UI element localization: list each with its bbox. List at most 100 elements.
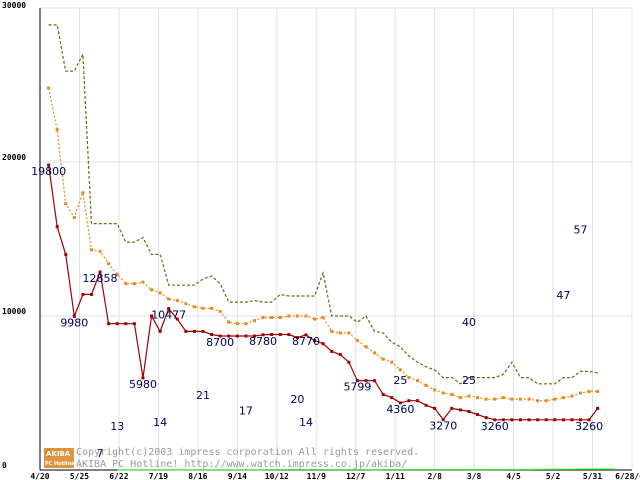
data-point — [313, 339, 317, 343]
data-point — [493, 418, 497, 422]
data-point — [192, 305, 196, 309]
akiba-logo — [44, 448, 74, 468]
data-label: 4360 — [386, 403, 414, 416]
data-point — [98, 270, 102, 274]
data-point — [150, 288, 154, 292]
data-point — [184, 302, 188, 306]
data-point — [141, 376, 145, 380]
data-point — [467, 409, 471, 413]
data-label: 20 — [290, 393, 304, 406]
y-tick-label: 20000 — [2, 153, 26, 162]
data-point — [381, 357, 385, 361]
series-3 — [117, 468, 615, 471]
data-point — [527, 418, 531, 422]
data-point — [330, 349, 334, 353]
data-point — [184, 329, 188, 333]
x-tick-label: 4/20 — [30, 472, 49, 480]
data-point — [270, 332, 274, 336]
data-point — [570, 418, 574, 422]
data-label: 9980 — [60, 316, 88, 329]
data-point — [570, 394, 574, 398]
data-point — [373, 351, 377, 355]
x-tick-label: 8/16 — [188, 472, 207, 480]
data-point — [518, 418, 522, 422]
data-point — [235, 334, 239, 338]
y-tick-label: 10000 — [2, 307, 26, 316]
data-point — [441, 391, 445, 395]
data-point — [158, 329, 162, 333]
logo-text: AKIBA — [46, 450, 71, 458]
chart-grid — [39, 7, 633, 471]
data-point — [227, 320, 231, 324]
data-point — [364, 345, 368, 349]
data-point — [458, 396, 462, 400]
data-label: 3260 — [481, 420, 509, 433]
x-tick-label: 9/14 — [228, 472, 247, 480]
data-point — [115, 272, 119, 276]
data-point — [390, 396, 394, 400]
data-point — [330, 329, 334, 333]
data-point — [536, 399, 540, 403]
data-label: 19800 — [31, 165, 66, 178]
data-point — [450, 406, 454, 410]
url-line: AKIBA PC Hotline! http://www.watch.impre… — [76, 459, 407, 470]
data-point — [458, 408, 462, 412]
data-point — [47, 163, 51, 167]
series-1 — [47, 86, 600, 403]
data-point — [244, 334, 248, 338]
data-point — [347, 331, 351, 335]
data-point — [64, 202, 68, 206]
data-label: 7 — [97, 447, 104, 460]
x-tick-label: 4/5 — [506, 472, 521, 480]
x-tick-label: 11/9 — [307, 472, 326, 480]
data-point — [501, 418, 505, 422]
data-point — [150, 314, 154, 318]
data-point — [398, 401, 402, 405]
data-point — [158, 291, 162, 295]
x-tick-label: 1/11 — [386, 472, 405, 480]
data-point — [553, 397, 557, 401]
data-point — [433, 406, 437, 410]
data-point — [355, 339, 359, 343]
data-point — [373, 379, 377, 383]
data-point — [244, 322, 248, 326]
data-label: 47 — [556, 289, 570, 302]
series-group — [47, 24, 615, 471]
data-point — [596, 406, 600, 410]
data-point — [107, 262, 111, 266]
x-tick-label: 5/2 — [546, 472, 561, 480]
x-tick-label: 6/22 — [109, 472, 128, 480]
data-point — [364, 379, 368, 383]
data-point — [278, 316, 282, 320]
data-point — [587, 418, 591, 422]
data-point — [124, 322, 128, 326]
data-point — [338, 331, 342, 335]
data-point — [295, 314, 299, 318]
series-line — [117, 468, 615, 471]
data-label: 14 — [153, 416, 167, 429]
data-point — [536, 418, 540, 422]
data-point — [450, 393, 454, 397]
data-point — [132, 282, 136, 286]
x-axis-ticks: 4/20 5/25 6/22 7/19 8/16 9/14 10/12 11/9 12/7 1/1… — [30, 472, 640, 480]
data-point — [561, 396, 565, 400]
data-point — [64, 252, 68, 256]
data-point — [338, 353, 342, 356]
data-point — [433, 388, 437, 392]
x-tick-label: 10/12 — [265, 472, 289, 480]
data-point — [416, 399, 420, 403]
data-point — [295, 336, 299, 340]
data-point — [235, 322, 239, 326]
data-label: 40 — [462, 316, 476, 329]
data-point — [72, 215, 76, 219]
data-point — [47, 86, 51, 90]
data-point — [201, 306, 205, 310]
x-tick-label: 6/28/05 — [615, 472, 640, 480]
data-point — [210, 306, 214, 310]
data-point — [192, 329, 196, 333]
y-tick-label: 30000 — [2, 1, 26, 10]
data-label: 13 — [110, 420, 124, 433]
data-label: 3260 — [575, 420, 603, 433]
x-tick-label: 12/7 — [346, 472, 365, 480]
